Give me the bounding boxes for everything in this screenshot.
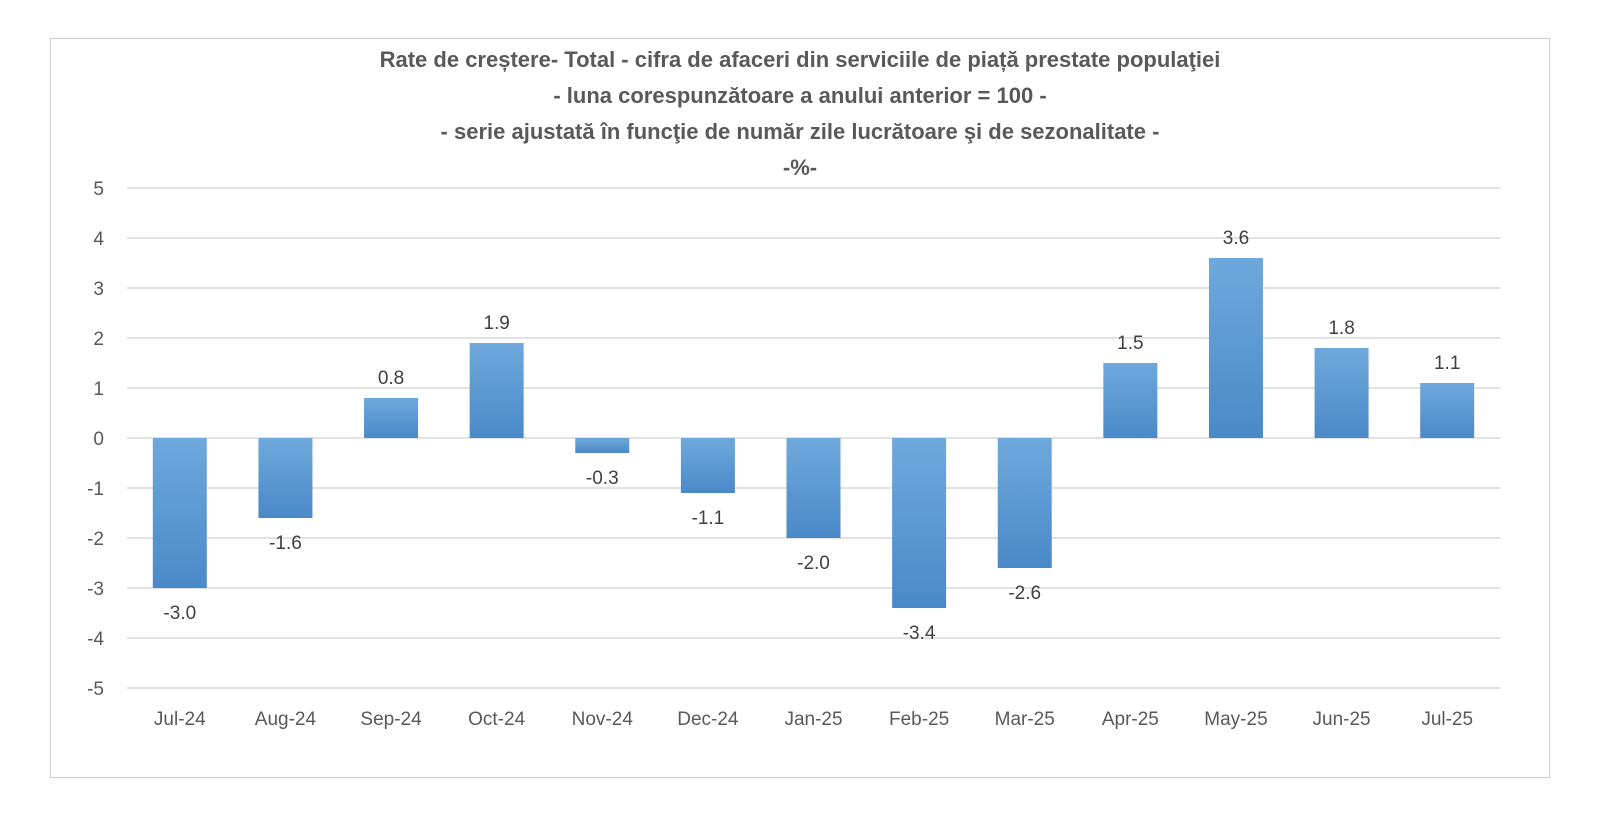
data-label: -1.1 [692,508,725,529]
y-tick-label: -2 [87,529,104,550]
y-tick-label: -1 [87,479,104,500]
data-label: 1.1 [1434,353,1460,374]
bar-jan-25 [786,438,841,538]
y-tick-label: -5 [87,679,104,700]
data-label: -2.6 [1008,583,1041,604]
bars [152,258,1475,608]
y-tick-label: 1 [93,379,104,400]
x-tick-label: Jul-25 [1421,709,1473,730]
data-label: -3.4 [903,623,936,644]
bar-jul-25 [1420,383,1475,438]
x-tick-label: Nov-24 [572,709,634,730]
x-tick-label: May-25 [1204,709,1267,730]
data-label: 3.6 [1223,228,1249,249]
chart-title: Rate de creștere- Total - cifra de aface… [50,38,1550,186]
y-tick-label: 0 [93,429,104,450]
bar-oct-24 [469,343,524,438]
data-label: -0.3 [586,468,619,489]
bar-aug-24 [258,438,313,518]
x-tick-label: Aug-24 [255,709,317,730]
y-tick-label: -4 [87,629,104,650]
y-tick-label: -3 [87,579,104,600]
y-tick-label: 2 [93,329,104,350]
data-label: 0.8 [378,368,404,389]
x-tick-label: Jun-25 [1313,709,1371,730]
title-line-3: - serie ajustată în funcţie de număr zil… [440,119,1160,144]
bar-jul-24 [152,438,207,588]
data-label: 1.8 [1328,318,1354,339]
x-tick-label: Jan-25 [784,709,842,730]
bar-may-25 [1208,258,1263,438]
x-tick-label: Feb-25 [889,709,949,730]
data-label: -3.0 [163,603,196,624]
x-tick-label: Oct-24 [468,709,525,730]
x-tick-label: Dec-24 [677,709,739,730]
bar-apr-25 [1103,363,1158,438]
x-tick-label: Apr-25 [1102,709,1159,730]
y-axis: 5 4 3 2 1 0 -1 -2 -3 -4 -5 [87,179,104,700]
x-tick-label: Jul-24 [154,709,206,730]
x-tick-label: Mar-25 [995,709,1055,730]
bar-sep-24 [364,398,419,438]
x-axis: Jul-24 Aug-24 Sep-24 Oct-24 Nov-24 Dec-24 Jan-… [154,709,1473,730]
bar-mar-25 [997,438,1052,568]
bar-feb-25 [892,438,947,608]
data-label: -1.6 [269,533,302,554]
title-line-2: - luna corespunzătoare a anului anterior… [553,83,1047,108]
data-labels: -3.0 -1.6 0.8 1.9 -0.3 -1.1 -2.0 -3.4 -2.6 1.5 3.6… [163,228,1460,644]
bar-jun-25 [1314,348,1369,438]
x-tick-label: Sep-24 [360,709,422,730]
y-tick-label: 5 [93,179,104,200]
chart-frame [50,38,1550,778]
data-label: 1.5 [1117,333,1143,354]
title-line-4: -%- [782,155,818,180]
title-line-1: Rate de creștere- Total - cifra de aface… [379,47,1221,72]
y-tick-label: 4 [93,229,104,250]
data-label: 1.9 [483,313,509,334]
data-label: -2.0 [797,553,830,574]
y-tick-label: 3 [93,279,104,300]
bar-nov-24 [575,438,630,453]
bar-dec-24 [680,438,735,493]
